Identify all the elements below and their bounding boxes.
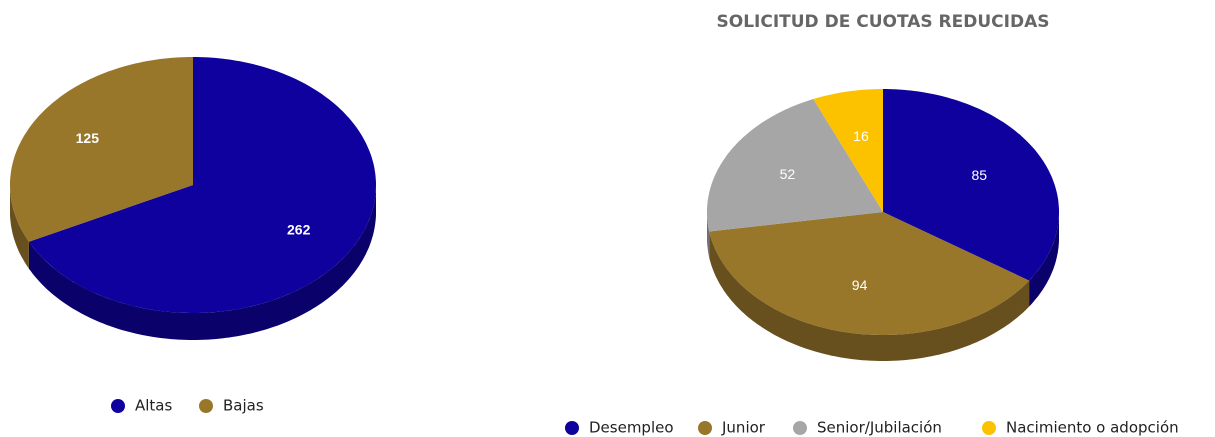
legend-label: Senior/Jubilación — [817, 419, 942, 437]
legend-label: Nacimiento o adopción — [1006, 419, 1179, 437]
data-label: 52 — [780, 166, 796, 182]
data-label: 125 — [76, 130, 100, 146]
slice-side — [28, 185, 377, 340]
legend-marker — [199, 399, 213, 413]
legend-label: Bajas — [223, 397, 264, 415]
legend-marker — [698, 421, 712, 435]
legend-marker — [982, 421, 996, 435]
legend-label: Altas — [135, 397, 173, 415]
slice-side — [707, 212, 710, 258]
slice — [28, 57, 377, 313]
slice-side — [709, 231, 1030, 361]
slice — [813, 89, 883, 212]
legend-label: Junior — [721, 419, 766, 437]
data-label: 262 — [287, 222, 311, 238]
slice-side — [10, 185, 29, 269]
data-label: 94 — [852, 277, 868, 293]
slice — [10, 57, 193, 242]
data-label: 16 — [853, 128, 869, 144]
legend-marker — [793, 421, 807, 435]
legend-label: Desempleo — [589, 419, 674, 437]
legend-marker — [111, 399, 125, 413]
chart-title: SOLICITUD DE CUOTAS REDUCIDAS — [717, 12, 1050, 32]
slice — [709, 212, 1030, 335]
data-label: 85 — [972, 167, 988, 183]
slice-side — [1029, 212, 1059, 307]
slice — [883, 89, 1059, 281]
legend-marker — [565, 421, 579, 435]
slice — [707, 99, 883, 232]
